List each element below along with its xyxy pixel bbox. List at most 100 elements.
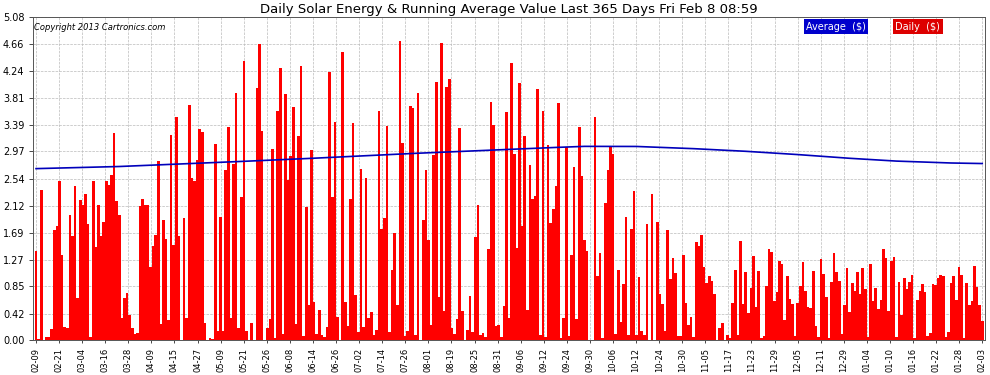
Text: Copyright 2013 Cartronics.com: Copyright 2013 Cartronics.com bbox=[35, 23, 165, 32]
Bar bbox=[976, 287, 978, 340]
Bar bbox=[469, 296, 471, 340]
Bar bbox=[38, 339, 40, 340]
Bar bbox=[641, 331, 643, 340]
Bar bbox=[706, 283, 708, 340]
Bar bbox=[94, 247, 97, 340]
Bar bbox=[233, 164, 235, 340]
Bar bbox=[383, 218, 386, 340]
Bar bbox=[740, 241, 742, 340]
Bar bbox=[962, 338, 965, 340]
Bar bbox=[362, 327, 365, 340]
Bar bbox=[102, 222, 105, 340]
Bar bbox=[329, 72, 331, 341]
Bar bbox=[484, 337, 487, 340]
Bar bbox=[754, 307, 757, 340]
Bar bbox=[789, 299, 791, 340]
Bar bbox=[136, 333, 139, 340]
Bar bbox=[511, 63, 513, 340]
Bar bbox=[947, 332, 949, 340]
Bar bbox=[375, 330, 378, 340]
Bar bbox=[334, 122, 337, 340]
Bar bbox=[351, 123, 354, 340]
Bar bbox=[872, 302, 874, 340]
Bar bbox=[687, 326, 690, 340]
Bar bbox=[139, 206, 142, 340]
Bar bbox=[450, 328, 453, 340]
Bar bbox=[802, 262, 804, 340]
Bar bbox=[55, 226, 58, 340]
Bar bbox=[147, 205, 149, 340]
Bar bbox=[823, 274, 825, 340]
Bar bbox=[916, 300, 919, 340]
Bar bbox=[570, 255, 573, 340]
Bar bbox=[775, 292, 778, 340]
Bar bbox=[760, 338, 762, 340]
Bar bbox=[952, 276, 955, 340]
Bar bbox=[893, 256, 895, 340]
Bar bbox=[497, 325, 500, 340]
Bar bbox=[409, 106, 412, 340]
Bar bbox=[580, 176, 583, 340]
Bar bbox=[703, 267, 706, 340]
Bar bbox=[625, 217, 628, 340]
Bar bbox=[287, 180, 289, 340]
Bar bbox=[479, 334, 482, 340]
Bar bbox=[164, 239, 167, 340]
Bar bbox=[367, 318, 370, 340]
Bar bbox=[108, 185, 110, 340]
Bar bbox=[110, 175, 113, 340]
Bar bbox=[796, 303, 799, 340]
Bar bbox=[524, 136, 526, 340]
Bar bbox=[919, 291, 921, 340]
Bar bbox=[567, 336, 570, 340]
Bar bbox=[940, 275, 941, 340]
Bar bbox=[276, 111, 279, 340]
Bar bbox=[310, 150, 313, 340]
Bar bbox=[417, 93, 420, 340]
Bar bbox=[154, 235, 156, 340]
Bar bbox=[542, 111, 545, 340]
Bar bbox=[557, 102, 559, 340]
Bar bbox=[791, 304, 794, 340]
Bar bbox=[412, 108, 414, 340]
Bar bbox=[781, 264, 783, 340]
Bar bbox=[97, 205, 100, 340]
Bar bbox=[578, 127, 580, 340]
Bar bbox=[921, 284, 924, 340]
Bar bbox=[266, 328, 268, 340]
Bar bbox=[786, 276, 789, 340]
Bar bbox=[851, 284, 853, 340]
Bar bbox=[645, 225, 648, 340]
Bar bbox=[204, 324, 206, 340]
Bar bbox=[937, 278, 940, 340]
Bar bbox=[435, 81, 438, 340]
Bar bbox=[949, 283, 952, 340]
Bar bbox=[227, 127, 230, 340]
Bar bbox=[399, 41, 401, 340]
Bar bbox=[732, 303, 734, 340]
Bar bbox=[615, 334, 617, 340]
Bar bbox=[752, 256, 754, 340]
Bar bbox=[885, 258, 887, 340]
Bar bbox=[932, 284, 935, 340]
Bar bbox=[838, 281, 841, 340]
Bar bbox=[858, 294, 861, 340]
Bar bbox=[981, 321, 983, 340]
Bar bbox=[812, 271, 815, 340]
Bar bbox=[428, 240, 430, 340]
Bar bbox=[895, 337, 898, 340]
Bar bbox=[40, 190, 43, 340]
Bar bbox=[900, 315, 903, 340]
Bar bbox=[243, 61, 246, 340]
Bar bbox=[727, 335, 729, 340]
Bar bbox=[906, 289, 908, 340]
Bar bbox=[828, 338, 831, 340]
Bar bbox=[924, 292, 927, 340]
Bar bbox=[929, 333, 932, 340]
Bar bbox=[856, 272, 858, 340]
Bar bbox=[810, 308, 812, 340]
Bar bbox=[711, 281, 713, 340]
Bar bbox=[544, 337, 546, 340]
Bar bbox=[658, 294, 661, 340]
Bar bbox=[201, 132, 204, 340]
